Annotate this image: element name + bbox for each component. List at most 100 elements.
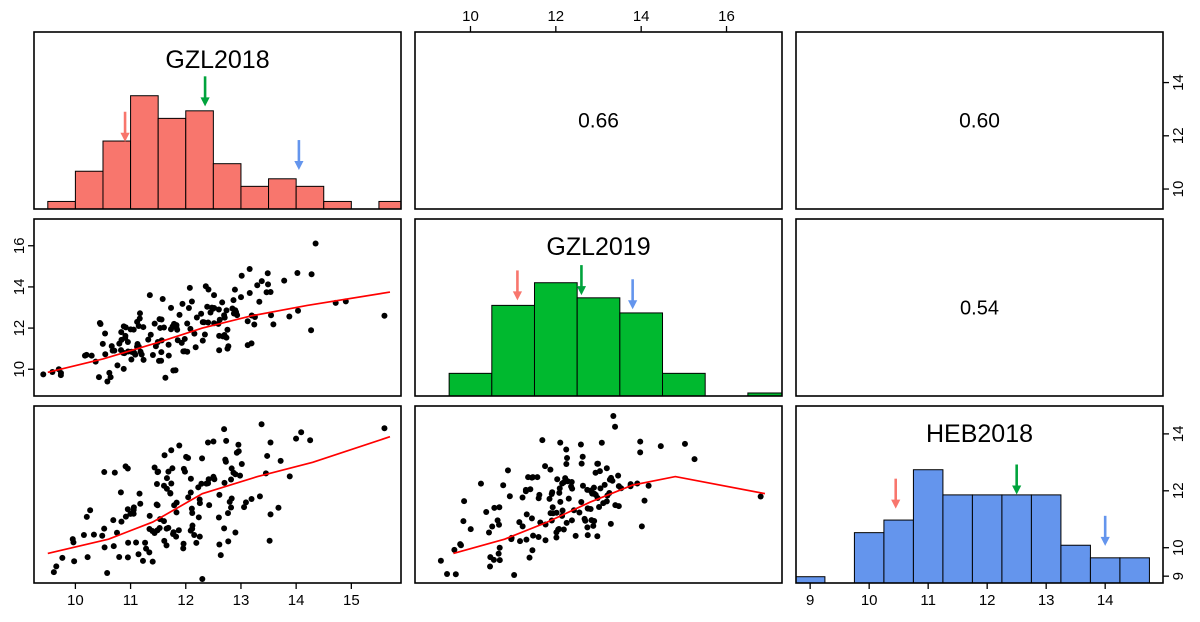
scatter-point	[691, 456, 698, 463]
scatter-point	[81, 352, 88, 359]
scatter-point	[184, 320, 191, 327]
scatter-point	[228, 504, 235, 511]
scatter-point	[191, 330, 198, 337]
scatter-point	[120, 365, 127, 372]
panel-scatter-r2c1	[437, 413, 766, 578]
scatter-point	[206, 502, 213, 509]
arrow-green-down-arrow-head-icon	[200, 97, 210, 107]
scatter-point	[576, 509, 583, 516]
panel-border	[795, 218, 1164, 397]
scatter-point	[563, 446, 570, 453]
scatter-point	[286, 473, 293, 480]
scatter-point	[146, 512, 153, 519]
scatter-point	[180, 348, 187, 355]
arrow-red-down-arrow-head-icon	[120, 132, 130, 142]
scatter-point	[582, 517, 589, 524]
scatter-point	[165, 352, 172, 359]
panel-border	[795, 31, 1164, 210]
hist-bar	[378, 200, 401, 209]
scatter-point	[192, 344, 199, 351]
scatter-point	[160, 518, 167, 525]
scatter-point	[219, 299, 226, 306]
scatter-point	[568, 479, 575, 486]
scatter-point	[109, 347, 116, 354]
scatter-point	[124, 506, 131, 513]
scatter-point	[231, 286, 238, 293]
scatter-point	[211, 292, 218, 299]
scatter-point	[517, 538, 524, 545]
scatter-point	[223, 307, 230, 314]
axis-tick-label: 14	[1170, 74, 1187, 91]
scatter-point	[187, 527, 194, 534]
scatter-point	[293, 435, 300, 442]
scatter-point	[97, 321, 104, 328]
diagonal-variable-label: GZL2018	[165, 46, 269, 74]
scatter-point	[230, 297, 237, 304]
scatter-point	[228, 465, 235, 472]
scatter-point	[168, 447, 175, 454]
axis-tick-label: 14	[11, 279, 28, 296]
scatter-point	[224, 345, 231, 352]
axis-tick-label: 15	[343, 592, 360, 609]
arrow-green-down-arrow-head-icon	[576, 286, 587, 296]
hist-bar	[212, 163, 242, 209]
scatter-point	[568, 517, 575, 524]
scatter-point	[221, 426, 228, 433]
scatter-point	[657, 443, 664, 450]
scatter-point	[95, 374, 102, 381]
scatter-point	[118, 518, 125, 525]
scatter-point	[151, 320, 158, 327]
scatter-point	[155, 468, 162, 475]
hist-bar	[796, 576, 826, 583]
axis-tick-label: 10	[462, 8, 479, 25]
arrow-green-down-arrow-head-icon	[1012, 485, 1022, 495]
scatter-point	[637, 438, 644, 445]
scatter-point	[167, 490, 174, 497]
hist-bar	[1089, 557, 1121, 583]
scatter-point	[381, 312, 388, 319]
scatter-point	[516, 519, 523, 526]
scatter-point	[135, 323, 142, 330]
correlation-value: 0.54	[960, 298, 999, 320]
scatter-point	[549, 504, 556, 511]
scatter-point	[522, 488, 529, 495]
scatter-point	[204, 303, 211, 310]
scatter-point	[308, 271, 315, 278]
scatter-point	[124, 554, 131, 561]
scatter-point	[154, 502, 161, 509]
scatter-point	[50, 569, 57, 576]
scatter-point	[187, 325, 194, 332]
scatter-point	[557, 439, 564, 446]
scatter-point	[495, 550, 502, 557]
scatter-point	[295, 307, 302, 314]
hist-bar	[912, 469, 944, 583]
scatter-point	[265, 281, 272, 288]
scatter-point	[187, 475, 194, 482]
scatter-point	[381, 425, 388, 432]
scatter-point	[101, 469, 108, 476]
scatter-point	[556, 485, 563, 492]
axis-tick-label: 16	[718, 8, 735, 25]
scatter-point	[560, 526, 567, 533]
axis-tick-label: 12	[177, 592, 194, 609]
scatter-point	[494, 517, 501, 524]
scatter-point	[251, 321, 258, 328]
scatter-point	[158, 349, 165, 356]
scatter-point	[102, 351, 109, 358]
scatter-point	[266, 537, 273, 544]
scatter-point	[124, 339, 131, 346]
scatter-point	[87, 507, 94, 514]
scatter-point	[221, 525, 228, 532]
scatter-point	[130, 506, 137, 513]
axis-tick-label: 10	[861, 592, 878, 609]
scatter-point	[638, 523, 645, 530]
scatter-point	[556, 489, 563, 496]
scatter-point	[101, 525, 108, 532]
scatter-point	[185, 304, 192, 311]
scatter-point	[180, 540, 187, 547]
scatter-point	[224, 510, 231, 517]
scatter-point	[594, 533, 601, 540]
axis-tick-label: 12	[11, 320, 28, 337]
scatter-point	[146, 292, 153, 299]
scatter-point	[534, 474, 541, 481]
